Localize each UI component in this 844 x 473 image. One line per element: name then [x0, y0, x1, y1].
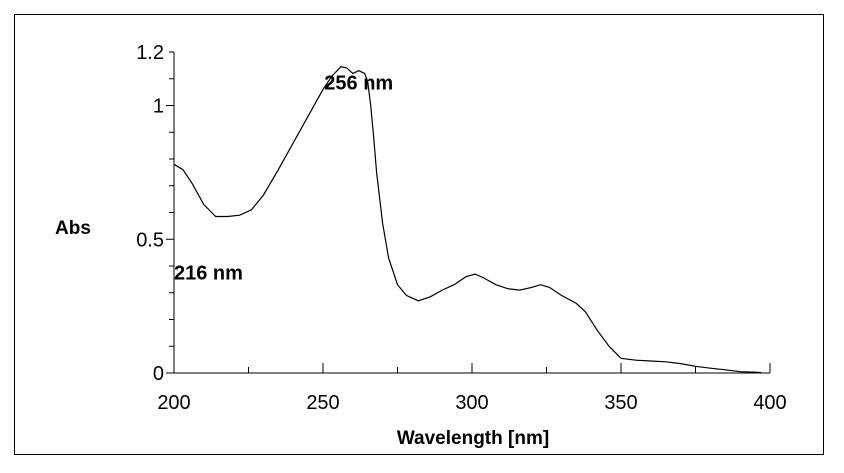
x-tick-label: 200 — [157, 392, 190, 414]
x-axis-ticks — [173, 363, 771, 373]
peak-annotation: 256 nm — [324, 72, 393, 94]
y-axis-tick-labels: 0 0.5 1 1.2 — [136, 42, 164, 385]
x-tick-label: 250 — [306, 392, 339, 414]
y-tick-label: 0 — [153, 363, 164, 385]
y-tick-label: 1 — [153, 96, 164, 118]
spectrum-line — [173, 66, 762, 374]
peak-annotation: 216 nm — [174, 262, 243, 284]
chart-frame — [14, 14, 824, 455]
series-layer — [173, 66, 762, 374]
x-axis-tick-labels: 200 250 300 350 400 — [157, 392, 786, 414]
x-tick-label: 400 — [753, 392, 786, 414]
annotation-layer: 256 nm 216 nm — [174, 72, 393, 284]
y-axis-title: Abs — [55, 218, 91, 239]
y-tick-label: 0.5 — [136, 229, 164, 251]
x-tick-label: 350 — [604, 392, 637, 414]
y-tick-label: 1.2 — [136, 42, 164, 64]
x-tick-label: 300 — [455, 392, 488, 414]
x-axis-title: Wavelength [nm] — [397, 428, 549, 449]
y-axis-ticks — [166, 51, 174, 374]
